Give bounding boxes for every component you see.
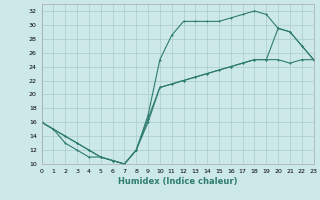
X-axis label: Humidex (Indice chaleur): Humidex (Indice chaleur): [118, 177, 237, 186]
